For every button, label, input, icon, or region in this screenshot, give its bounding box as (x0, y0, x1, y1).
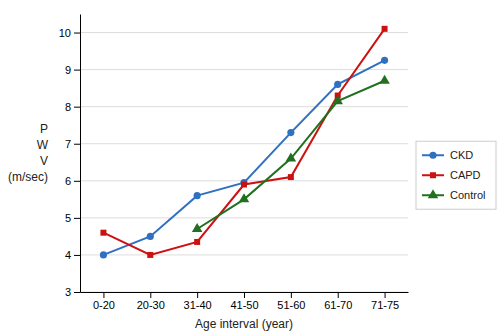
y-axis-title: PWV (m/sec) (8, 122, 49, 184)
data-point (286, 152, 297, 161)
y-tick: 8 (65, 101, 80, 113)
data-point (147, 233, 154, 240)
data-point (194, 192, 201, 199)
legend-box (416, 141, 496, 209)
y-tick-label: 5 (65, 212, 71, 224)
x-axis-title: Age interval (year) (195, 317, 293, 331)
series-line (103, 29, 384, 255)
y-tick-mark (74, 144, 80, 145)
x-tick-mark (338, 292, 339, 298)
series (192, 75, 390, 232)
y-axis: 3 4 5 6 7 8 9 10 (59, 15, 81, 299)
y-tick-mark (74, 181, 80, 182)
x-tick-label: 51-60 (277, 299, 305, 311)
legend-item: CAPD (422, 169, 481, 181)
chart: 0-20 20-30 31-40 41-50 51-60 61-70 71-75 3 4 5 6 7 8… (0, 0, 500, 336)
x-tick-mark (103, 292, 104, 298)
data-point (332, 95, 343, 104)
x-tick-mark (150, 292, 151, 298)
y-tick: 7 (65, 138, 80, 150)
y-tick: 9 (65, 64, 80, 76)
y-tick-label: 10 (59, 27, 71, 39)
x-tick: 41-50 (230, 292, 258, 311)
x-tick: 71-75 (371, 292, 399, 311)
y-tick-label: 8 (65, 101, 71, 113)
y-tick-label: 4 (65, 249, 71, 261)
data-point (288, 174, 294, 180)
y-tick-mark (74, 255, 80, 256)
legend-marker (429, 152, 436, 159)
x-tick-label: 20-30 (137, 299, 165, 311)
y-tick-label: 9 (65, 64, 71, 76)
x-tick-label: 61-70 (324, 299, 352, 311)
legend-item: CKD (422, 149, 473, 161)
legend: CKD CAPD Control (416, 141, 496, 209)
y-tick: 6 (65, 175, 80, 187)
grid-line (80, 217, 408, 218)
y-tick-mark (74, 107, 80, 108)
plot-area: 0-20 20-30 31-40 41-50 51-60 61-70 71-75 3 4 5 6 7 8… (59, 15, 409, 311)
y-tick: 5 (65, 212, 80, 224)
y-tick-label: 3 (65, 286, 71, 298)
grid-line (80, 254, 408, 255)
data-point (147, 252, 153, 258)
x-tick: 31-40 (184, 292, 212, 311)
y-tick: 10 (59, 27, 80, 39)
grid-line (80, 143, 408, 144)
legend-marker (430, 172, 436, 178)
legend-label: Control (450, 189, 485, 201)
x-tick-label: 0-20 (93, 299, 115, 311)
data-point (287, 129, 294, 136)
grid (80, 33, 408, 292)
y-tick-mark (74, 70, 80, 71)
y-tick-mark (74, 292, 80, 293)
x-tick-mark (291, 292, 292, 298)
x-tick-mark (197, 292, 198, 298)
y-tick-mark (74, 218, 80, 219)
y-axis-title-line: V (40, 154, 48, 168)
x-tick-label: 71-75 (371, 299, 399, 311)
y-tick: 4 (65, 249, 80, 261)
legend-marker (428, 189, 439, 198)
data-point (382, 26, 388, 32)
data-point (379, 75, 390, 84)
x-tick-label: 41-50 (230, 299, 258, 311)
series-line (197, 81, 384, 229)
x-tick: 0-20 (93, 292, 115, 311)
x-tick: 20-30 (137, 292, 165, 311)
y-tick: 3 (65, 286, 80, 298)
grid-line (80, 69, 408, 70)
data-point (194, 239, 200, 245)
legend-label: CAPD (450, 169, 481, 181)
legend-label: CKD (450, 149, 473, 161)
y-tick-label: 6 (65, 175, 71, 187)
x-tick: 61-70 (324, 292, 352, 311)
data-point (192, 223, 203, 232)
grid-line (80, 106, 408, 107)
y-tick-mark (74, 33, 80, 34)
y-axis-title-line: W (37, 138, 49, 152)
data-point (239, 193, 250, 202)
y-axis-line (80, 15, 81, 293)
x-tick-mark (244, 292, 245, 298)
data-point (381, 57, 388, 64)
series (100, 26, 387, 258)
x-tick: 51-60 (277, 292, 305, 311)
data-point (100, 230, 106, 236)
data-point (334, 81, 341, 88)
x-tick-label: 31-40 (184, 299, 212, 311)
series-group (100, 26, 390, 259)
data-point (241, 182, 247, 188)
x-axis: 0-20 20-30 31-40 41-50 51-60 61-70 71-75 (81, 292, 409, 311)
x-tick-mark (385, 292, 386, 298)
y-tick-label: 7 (65, 138, 71, 150)
y-axis-title-line: P (40, 122, 48, 136)
y-axis-title-line: (m/sec) (8, 170, 48, 184)
data-point (100, 251, 107, 258)
legend-item: Control (422, 189, 485, 201)
grid-line (80, 32, 408, 33)
